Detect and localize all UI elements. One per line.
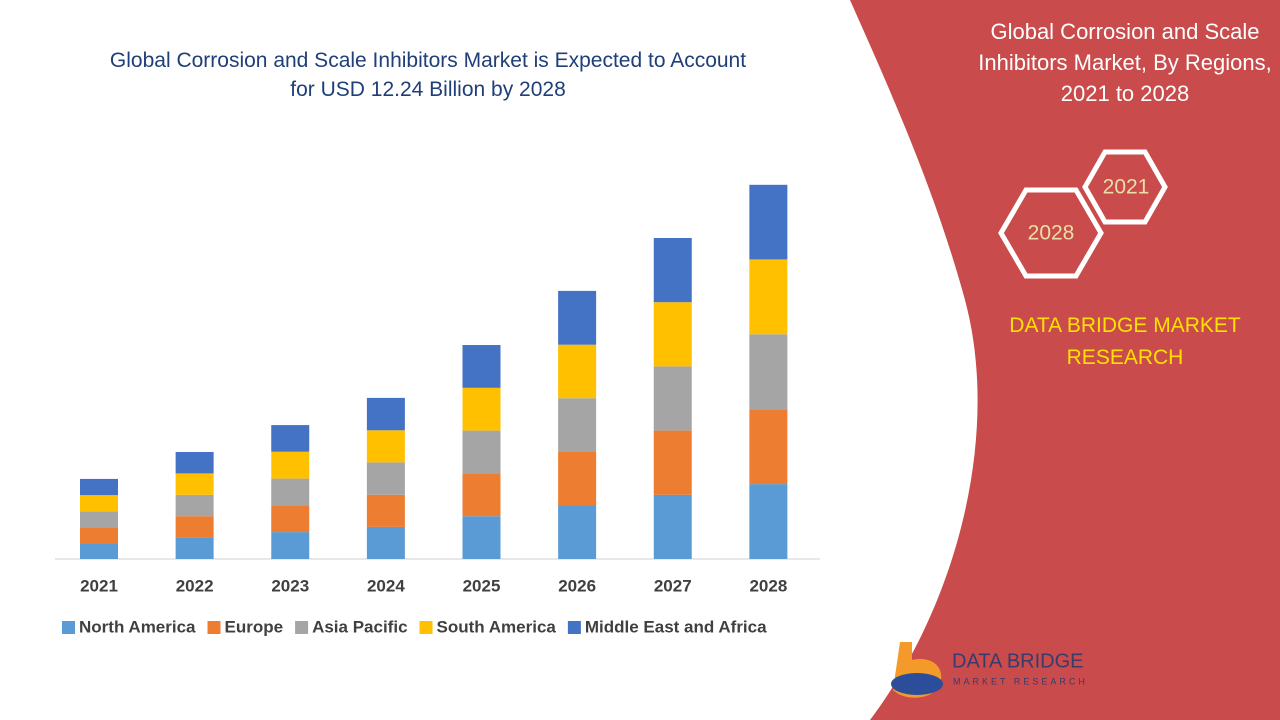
legend-label: Middle East and Africa	[585, 617, 767, 636]
bar-segment	[462, 473, 501, 517]
logo: DATA BRIDGE MARKET RESEARCH	[891, 642, 1088, 698]
x-tick-label: 2022	[176, 576, 214, 595]
hexagon	[998, 187, 1104, 279]
hexagon	[1082, 149, 1168, 225]
bar-segment	[462, 387, 501, 431]
brand: DATA BRIDGE MARKET RESEARCH	[1009, 314, 1241, 369]
x-tick-label: 2021	[80, 576, 118, 595]
bar-segment	[366, 397, 405, 431]
bar-segment	[80, 527, 118, 544]
bar-segment	[558, 452, 597, 506]
bar-segment	[366, 430, 405, 463]
bar-segment	[271, 425, 310, 452]
x-tick-label: 2028	[749, 576, 787, 595]
chart-title: Global Corrosion and Scale Inhibitors Ma…	[109, 49, 747, 101]
legend-label: Europe	[225, 617, 284, 636]
legend-label: Asia Pacific	[312, 617, 407, 636]
bar-segment	[366, 462, 405, 495]
side-panel-bg	[850, 0, 1280, 720]
legend-swatch	[207, 621, 221, 634]
bar-segment	[175, 452, 214, 474]
bar-segment	[366, 494, 405, 527]
bar-segment	[175, 537, 214, 559]
bar-segment	[749, 259, 788, 335]
x-tick-label: 2023	[271, 576, 309, 595]
legend-label: North America	[79, 617, 196, 636]
bar-segment	[175, 473, 214, 495]
logo-mark	[891, 673, 943, 695]
bar-segment	[558, 398, 597, 452]
bar-segment	[80, 478, 118, 496]
bar-segment	[175, 494, 214, 517]
legend-swatch	[419, 621, 433, 634]
logo-name: DATA BRIDGE	[952, 650, 1084, 672]
x-tick-label: 2027	[654, 576, 692, 595]
bar-segment	[271, 532, 310, 559]
x-tick-label: 2024	[367, 576, 405, 595]
legend-label: South America	[437, 617, 557, 636]
bar-segment	[653, 494, 692, 559]
bar-segment	[749, 334, 788, 410]
bar-segment	[80, 495, 118, 512]
hexagon-label: 2028	[1028, 222, 1075, 245]
bar-segment	[462, 516, 501, 559]
legend-swatch	[567, 621, 581, 634]
bar-segment	[749, 484, 788, 559]
bar-segment	[653, 238, 692, 303]
bar-segment	[271, 478, 310, 506]
logo-tagline: MARKET RESEARCH	[953, 676, 1088, 686]
bar-segment	[366, 526, 405, 559]
bar-segment	[80, 511, 118, 528]
bar-segment	[462, 345, 501, 388]
bar-segment	[558, 505, 597, 559]
side-title: Global Corrosion and Scale Inhibitors Ma…	[978, 19, 1272, 106]
bar-segment	[653, 366, 692, 431]
bar-segment	[271, 505, 310, 533]
bar-segment	[749, 184, 788, 260]
bar-segment	[462, 430, 501, 474]
bar-segment	[749, 409, 788, 485]
bar-segment	[175, 516, 214, 538]
bar-segment	[558, 290, 597, 345]
bar-segment	[653, 302, 692, 367]
legend-swatch	[62, 621, 75, 634]
bar-segment	[558, 344, 597, 399]
bar-segment	[653, 430, 692, 495]
x-tick-label: 2025	[463, 576, 501, 595]
bar-segment	[271, 451, 310, 479]
x-tick-label: 2026	[558, 576, 596, 595]
legend-swatch	[295, 621, 309, 634]
bar-segment	[80, 543, 118, 559]
hexagon-label: 2021	[1103, 176, 1150, 199]
